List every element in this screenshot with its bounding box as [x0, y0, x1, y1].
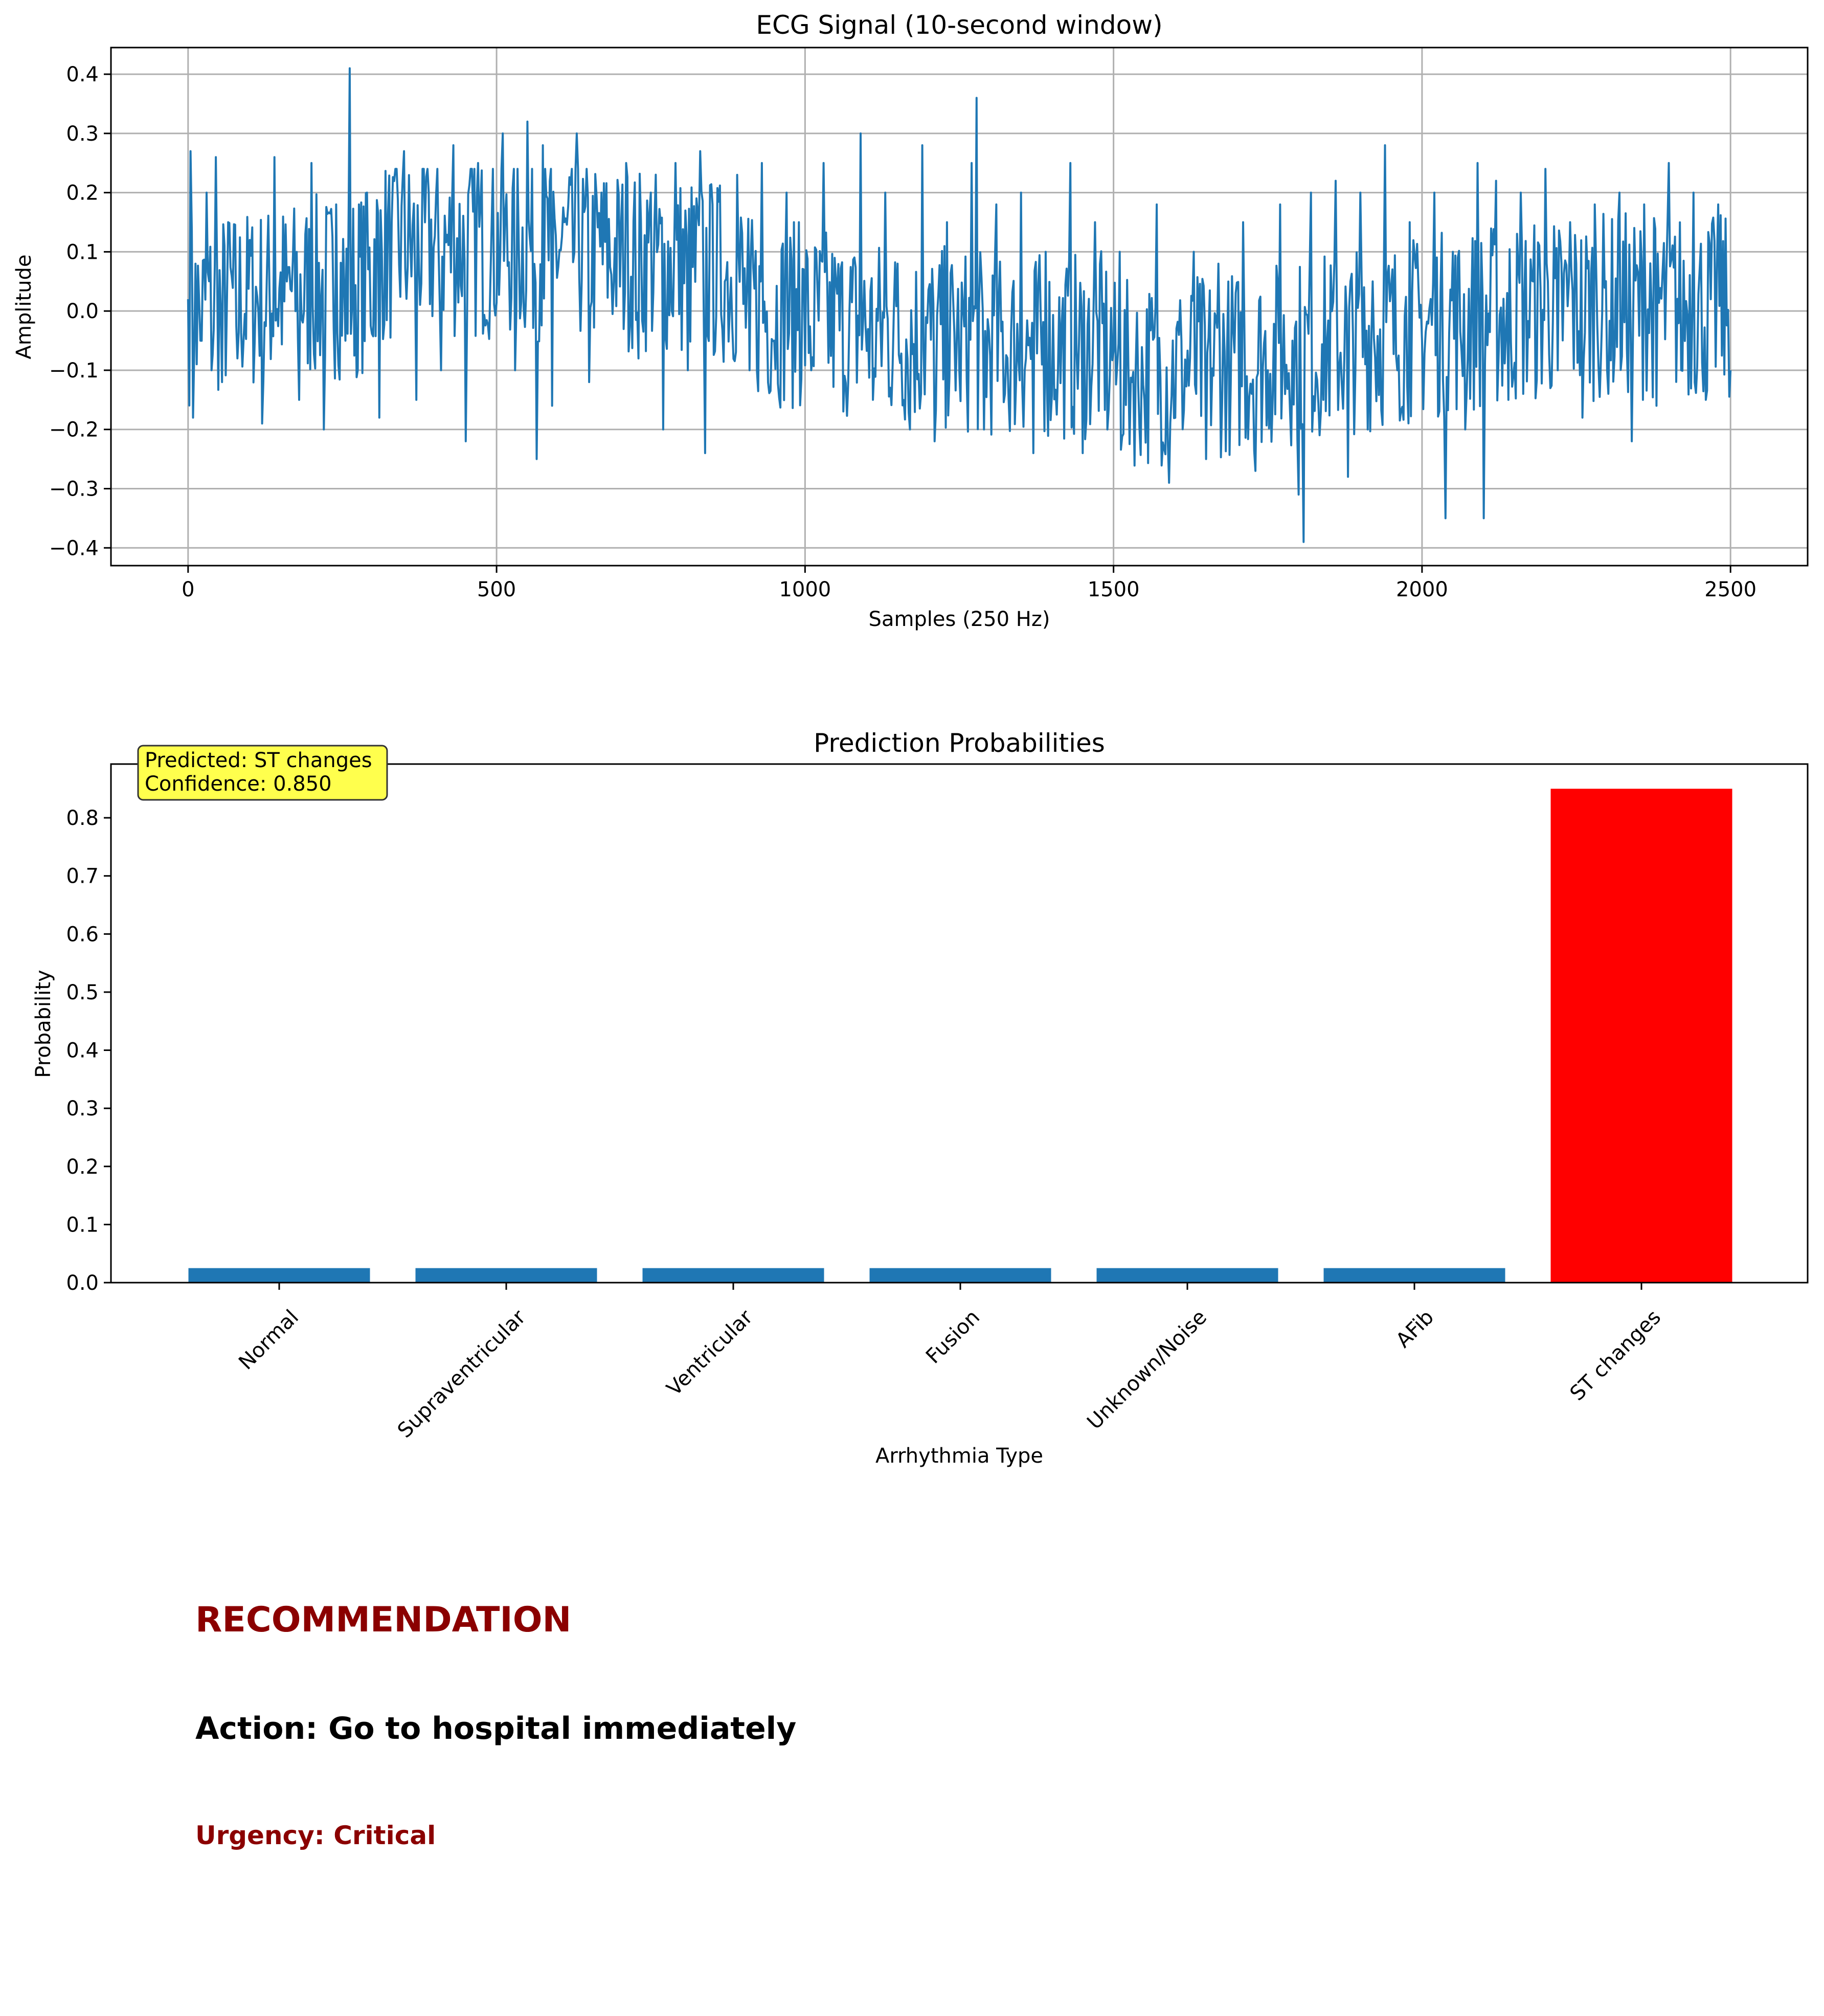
probability-bar-ventricular: [642, 1268, 824, 1283]
probability-y-tick-label: 0.2: [66, 1155, 99, 1179]
probability-y-tick-label: 0.7: [66, 865, 99, 888]
probability-bars: [188, 789, 1732, 1283]
probability-y-tick-label: 0.8: [66, 807, 99, 830]
probability-x-tick-label: ST changes: [1565, 1306, 1665, 1406]
ecg-y-tick-label: −0.3: [49, 477, 99, 501]
ecg-y-ticks: 0.4 0.3 0.2 0.1 0.0 −0.1 −0.2 −0.3 −0.4: [49, 63, 111, 560]
ecg-y-tick-label: −0.2: [49, 418, 99, 442]
ecg-line-group: [187, 67, 1732, 543]
prediction-annotation-line-1: Predicted: ST changes: [145, 749, 372, 772]
probability-y-tick-label: 0.1: [66, 1213, 99, 1237]
probability-y-tick-label: 0.0: [66, 1271, 99, 1295]
probability-bar-unknown-noise: [1096, 1268, 1278, 1283]
ecg-y-tick-label: 0.1: [66, 240, 99, 264]
ecg-y-axis-label: Amplitude: [12, 255, 36, 360]
prediction-annotation-box: [137, 745, 388, 801]
ecg-y-tick-label: 0.3: [66, 122, 99, 146]
probability-y-tick-label: 0.4: [66, 1039, 99, 1063]
ecg-chart-title: ECG Signal (10-second window): [756, 10, 1162, 40]
ecg-x-ticks: 0 500 1000 1500 2000 2500: [182, 566, 1757, 601]
probability-x-tick-label: Ventricular: [662, 1305, 757, 1400]
ecg-y-tick-label: 0.2: [66, 182, 99, 205]
ecg-y-tick-label: −0.4: [49, 536, 99, 560]
ecg-y-tick-label: 0.0: [66, 300, 99, 323]
ecg-plot-frame: [110, 47, 1809, 567]
ecg-x-tick-label: 2000: [1396, 578, 1448, 601]
probability-y-axis-label: Probability: [32, 970, 55, 1078]
probability-x-ticks: Normal Supraventricular Ventricular Fusion U…: [234, 1283, 1665, 1443]
ecg-x-tick-label: 2500: [1704, 578, 1757, 601]
ecg-y-tick-label: −0.1: [49, 359, 99, 383]
ecg-chart: ECG Signal (10-second window) 0 500 1000 15…: [12, 10, 1809, 631]
probability-y-tick-label: 0.6: [66, 923, 99, 946]
ecg-x-tick-label: 500: [477, 578, 516, 601]
ecg-x-tick-label: 1500: [1088, 578, 1140, 601]
probability-y-tick-label: 0.5: [66, 981, 99, 1004]
probability-bar-normal: [188, 1268, 370, 1283]
probability-x-tick-label: AFib: [1391, 1306, 1438, 1353]
probability-bar-fusion: [869, 1268, 1051, 1283]
ecg-x-tick-label: 0: [182, 578, 194, 601]
probability-bar-afib: [1323, 1268, 1505, 1283]
ecg-series-line: [187, 67, 1732, 543]
probability-bar-st-changes: [1550, 789, 1732, 1283]
probability-y-tick-label: 0.3: [66, 1097, 99, 1121]
probability-x-tick-label: Normal: [234, 1306, 303, 1375]
prediction-annotation-line-2: Confidence: 0.850: [145, 772, 332, 796]
recommendation-title: RECOMMENDATION: [195, 1600, 572, 1640]
recommendation-action: Action: Go to hospital immediately: [195, 1711, 797, 1746]
probability-x-tick-label: Unknown/Noise: [1083, 1306, 1211, 1435]
prediction-annotation: Predicted: ST changes Confidence: 0.850: [137, 745, 388, 801]
probability-x-axis-label: Arrhythmia Type: [875, 1444, 1043, 1468]
probability-chart: Prediction Probabilities Normal Supravent…: [32, 728, 1809, 1468]
ecg-y-tick-label: 0.4: [66, 63, 99, 86]
ecg-x-axis-label: Samples (250 Hz): [869, 608, 1050, 631]
probability-bar-supraventricular: [415, 1268, 597, 1283]
probability-y-ticks: 0.0 0.1 0.2 0.3 0.4 0.5 0.6 0.7 0.8: [66, 807, 111, 1295]
probability-x-tick-label: Supraventricular: [393, 1305, 531, 1443]
ecg-x-tick-label: 1000: [779, 578, 831, 601]
probability-chart-title: Prediction Probabilities: [814, 728, 1105, 758]
probability-plot-frame: [110, 763, 1809, 1284]
recommendation-urgency: Urgency: Critical: [195, 1821, 436, 1850]
probability-x-tick-label: Fusion: [921, 1306, 984, 1369]
